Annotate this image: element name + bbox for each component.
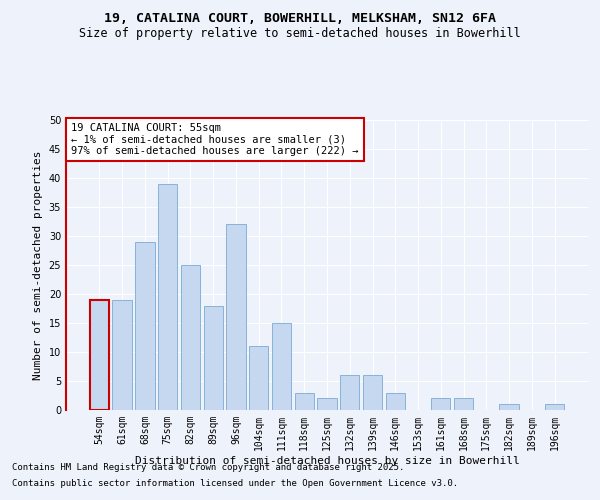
Bar — [135, 242, 155, 410]
Bar — [340, 375, 359, 410]
Bar — [203, 306, 223, 410]
Bar — [226, 224, 245, 410]
Y-axis label: Number of semi-detached properties: Number of semi-detached properties — [33, 150, 43, 380]
Bar — [112, 300, 132, 410]
Bar — [499, 404, 519, 410]
Bar — [386, 392, 405, 410]
Bar — [181, 265, 200, 410]
Text: Contains public sector information licensed under the Open Government Licence v3: Contains public sector information licen… — [12, 478, 458, 488]
Bar — [317, 398, 337, 410]
Bar — [363, 375, 382, 410]
Text: 19, CATALINA COURT, BOWERHILL, MELKSHAM, SN12 6FA: 19, CATALINA COURT, BOWERHILL, MELKSHAM,… — [104, 12, 496, 26]
Text: Size of property relative to semi-detached houses in Bowerhill: Size of property relative to semi-detach… — [79, 28, 521, 40]
Bar — [158, 184, 178, 410]
Bar — [272, 323, 291, 410]
X-axis label: Distribution of semi-detached houses by size in Bowerhill: Distribution of semi-detached houses by … — [134, 456, 520, 466]
Bar — [295, 392, 314, 410]
Bar — [454, 398, 473, 410]
Bar — [90, 300, 109, 410]
Text: Contains HM Land Registry data © Crown copyright and database right 2025.: Contains HM Land Registry data © Crown c… — [12, 464, 404, 472]
Bar — [249, 346, 268, 410]
Bar — [431, 398, 451, 410]
Bar — [545, 404, 564, 410]
Text: 19 CATALINA COURT: 55sqm
← 1% of semi-detached houses are smaller (3)
97% of sem: 19 CATALINA COURT: 55sqm ← 1% of semi-de… — [71, 123, 359, 156]
